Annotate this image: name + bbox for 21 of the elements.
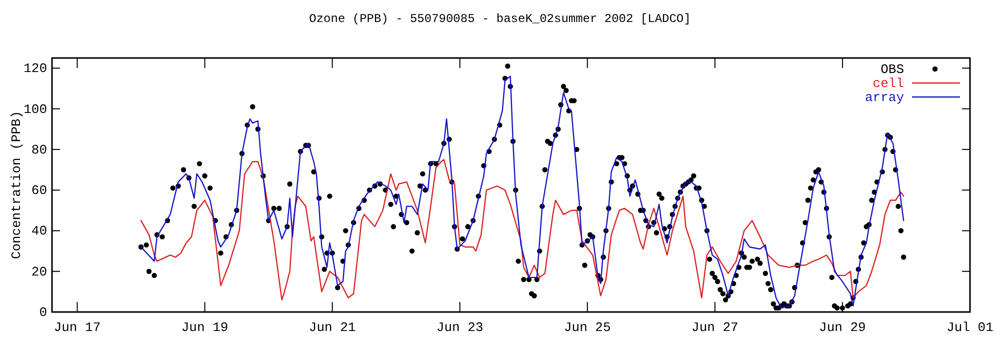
y-axis-title: Concentration (PPB) xyxy=(9,110,24,260)
x-tick-label: Jun 25 xyxy=(564,320,611,335)
y-tick-label: 80 xyxy=(31,142,47,158)
legend-label: OBS xyxy=(880,62,904,77)
legend-label: cell xyxy=(872,76,904,91)
x-tick-label: Jun 17 xyxy=(54,320,101,335)
x-tick-label: Jun 19 xyxy=(181,320,228,335)
y-tick-label: 40 xyxy=(31,224,47,239)
y-tick-label: 20 xyxy=(31,264,47,280)
x-tick-label: Jun 21 xyxy=(308,320,356,335)
y-tick-label: 0 xyxy=(39,305,47,320)
x-tick-label: Jun 27 xyxy=(692,320,738,335)
y-tick-label: 60 xyxy=(31,183,47,198)
y-tick-label: 100 xyxy=(24,102,47,117)
legend-label: array xyxy=(864,90,904,105)
x-tick-label: Jun 29 xyxy=(819,320,866,335)
x-tick-label: Jul 01 xyxy=(946,320,994,335)
x-tick-label: Jun 23 xyxy=(436,320,484,335)
line-series xyxy=(140,159,904,300)
chart-title: Ozone (PPB) - 550790085 - baseK_02summer 2002 [LADCO] xyxy=(309,12,691,26)
y-tick-label: 120 xyxy=(24,61,47,76)
